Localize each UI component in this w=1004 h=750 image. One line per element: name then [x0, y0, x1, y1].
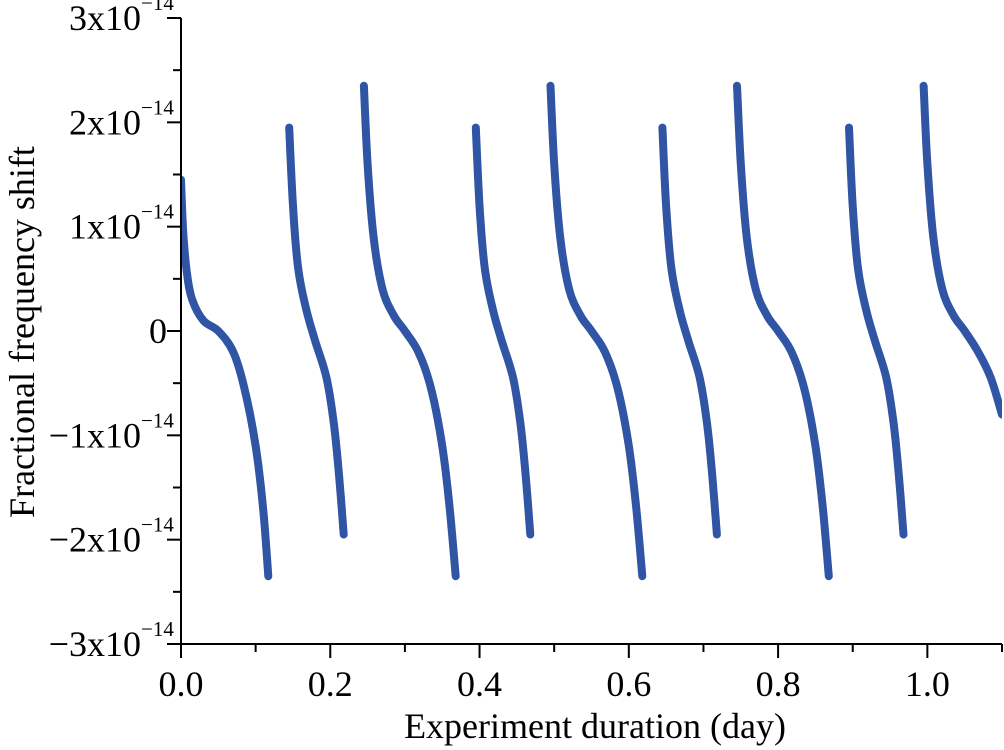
- x-tick-label: 1.0: [905, 664, 950, 704]
- y-tick-exponent: −14: [141, 200, 174, 224]
- series-line-segment-5: [546, 81, 647, 581]
- y-axis-title: Fractional frequency shift: [2, 146, 42, 518]
- series-line-segment-8: [845, 123, 908, 539]
- y-tick-label: 2x10: [69, 102, 141, 142]
- series-line-segment-4: [471, 123, 535, 539]
- y-tick-label: −1x10: [49, 415, 141, 455]
- series-layer: [181, 81, 1002, 581]
- x-tick-label: 0.2: [308, 664, 353, 704]
- y-tick-label: 3x10: [69, 0, 141, 38]
- x-tick-label: 0.0: [159, 664, 204, 704]
- series-line-segment-3: [359, 81, 460, 581]
- x-tick-label: 0.4: [457, 664, 502, 704]
- y-tick-exponent: −14: [141, 0, 174, 15]
- y-tick-label: 0: [149, 311, 167, 351]
- y-tick-exponent: −14: [141, 95, 174, 119]
- y-tick-exponent: −14: [141, 408, 174, 432]
- y-tick-label: −2x10: [49, 520, 141, 560]
- y-tick-exponent: −14: [141, 513, 174, 537]
- series-line-segment-2: [285, 123, 348, 539]
- series-line-segment-9: [919, 81, 1002, 419]
- series-line-segment-1: [181, 175, 273, 581]
- x-axis-title: Experiment duration (day): [404, 706, 786, 746]
- y-tick-label: 1x10: [69, 207, 141, 247]
- y-tick-label: −3x10: [49, 624, 141, 664]
- series-line-segment-6: [658, 123, 721, 539]
- x-tick-label: 0.8: [756, 664, 801, 704]
- x-tick-label: 0.6: [606, 664, 651, 704]
- y-tick-exponent: −14: [141, 617, 174, 641]
- series-line-segment-7: [733, 81, 833, 581]
